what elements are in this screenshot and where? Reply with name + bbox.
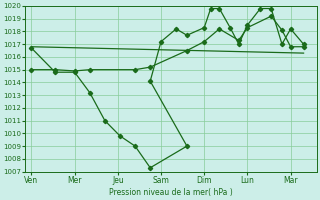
X-axis label: Pression niveau de la mer( hPa ): Pression niveau de la mer( hPa ) <box>109 188 233 197</box>
